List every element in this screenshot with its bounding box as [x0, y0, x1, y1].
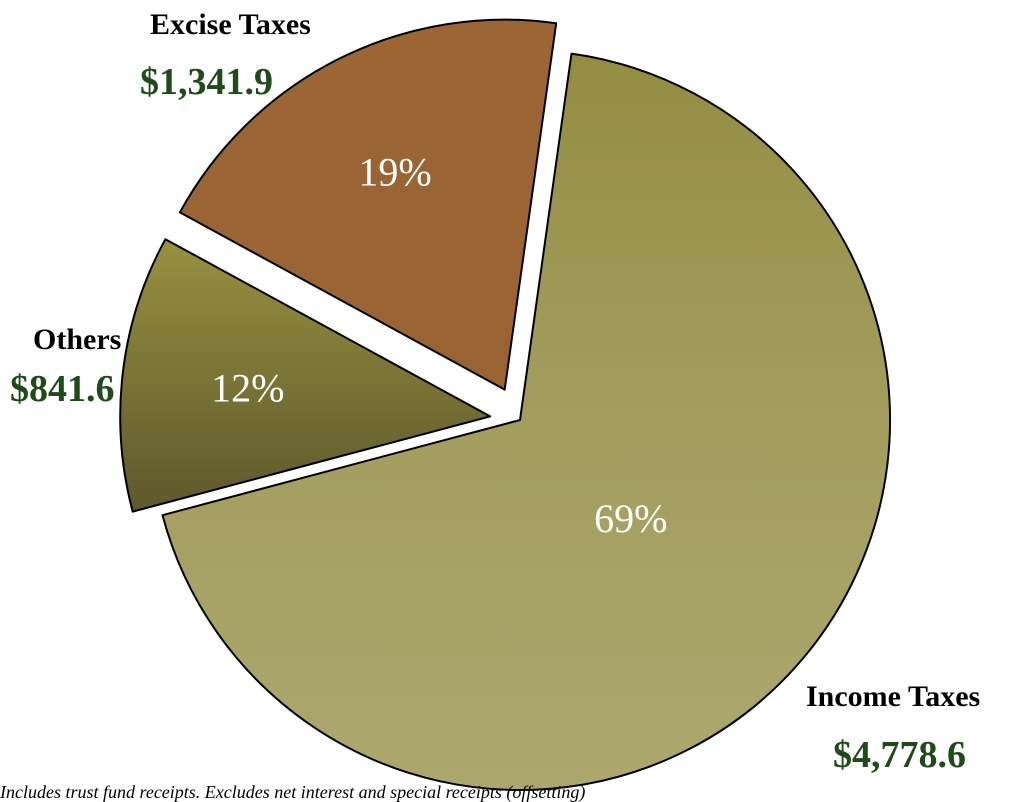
slice-excise-taxes — [178, 18, 558, 391]
others-label: Others — [33, 323, 122, 356]
pct-label-others: 12% — [211, 365, 284, 410]
footnote: Includes trust fund receipts. Excludes n… — [0, 783, 586, 802]
slice-income-taxes — [161, 52, 892, 791]
pct-label-income-taxes: 69% — [594, 496, 667, 541]
pct-label-excise-taxes: 19% — [358, 150, 431, 195]
excise-taxes-amount: $1,341.9 — [140, 61, 273, 103]
income-taxes-amount: $4,778.6 — [833, 734, 966, 776]
excise-taxes-label: Excise Taxes — [150, 8, 311, 41]
others-amount: $841.6 — [10, 368, 115, 410]
slice-others — [119, 238, 492, 513]
income-taxes-label: Income Taxes — [806, 680, 981, 713]
